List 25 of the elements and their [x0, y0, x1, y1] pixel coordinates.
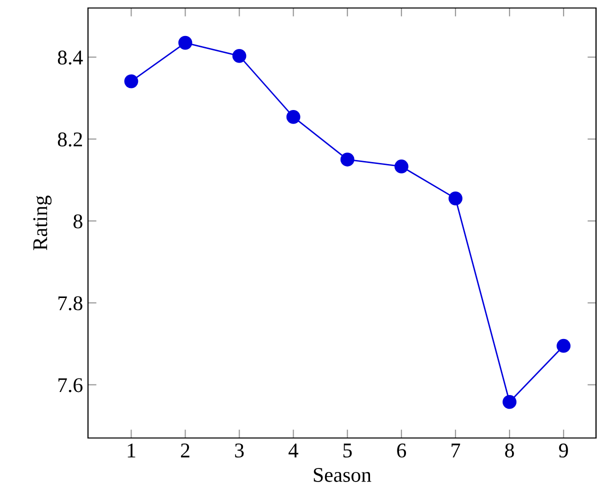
point [502, 395, 516, 409]
x-tick-label: 7 [452, 444, 460, 458]
y-tick-label: 8.2 [58, 132, 82, 147]
y-tick-label: 8.4 [58, 50, 83, 65]
x-axis-title: Season [314, 468, 372, 482]
y-axis-title: Rating [33, 196, 52, 250]
x-tick-label: 5 [343, 444, 352, 458]
point [124, 74, 138, 88]
x-tick-label: 2 [180, 444, 190, 458]
x-tick-label: 4 [288, 444, 298, 458]
x-tick-label: 6 [397, 444, 406, 458]
y-tick-label: 7.6 [58, 378, 83, 392]
point [178, 36, 192, 50]
point [394, 160, 408, 174]
point [448, 191, 462, 206]
x-tick-label: 1 [128, 444, 136, 458]
point [286, 110, 300, 124]
x-tick-label: 9 [559, 444, 568, 458]
y-tick-label: 8 [74, 214, 82, 228]
x-tick-label: 8 [505, 443, 514, 458]
x-tick-label: 3 [235, 444, 244, 458]
point [556, 338, 571, 353]
point [340, 152, 354, 166]
point [232, 48, 246, 63]
y-tick-label: 7.8 [58, 296, 82, 310]
